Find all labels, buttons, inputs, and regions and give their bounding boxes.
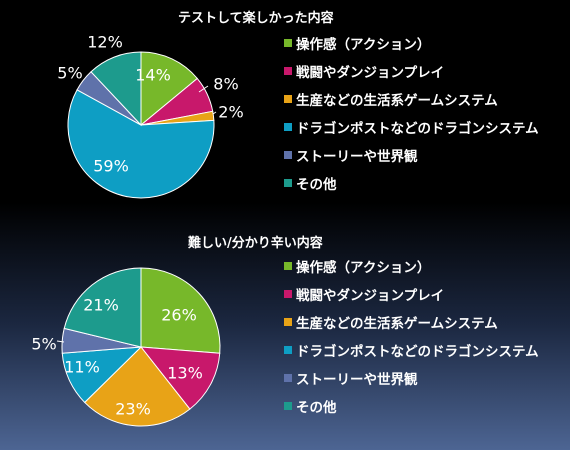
pie-slice-battle [139, 346, 221, 410]
chart-1-pie: 14% 8% 2% 59% 5% 12% [57, 33, 244, 199]
leader-line-battle [198, 85, 209, 93]
legend-item-dragon: ドラゴンポストなどのドラゴンシステム [284, 336, 539, 364]
pie-slice-crafting [83, 346, 191, 427]
leader-line-crafting [212, 111, 217, 115]
legend-label-crafting: 生産などの生活系ゲームシステム [296, 93, 498, 109]
data-label-action: 26% [161, 306, 197, 325]
legend-label-other: その他 [296, 177, 337, 193]
chart-2-legend: 操作感（アクション） 戦闘やダンジョンプレイ生産などの生活系ゲームシステムドラゴン… [284, 252, 539, 420]
legend-item-other: その他 [284, 392, 539, 420]
legend-item-story: ストーリーや世界観 [284, 141, 539, 169]
legend-swatch-action [284, 39, 292, 47]
pie-slice-other [63, 267, 142, 348]
legend-label-crafting: 生産などの生活系ゲームシステム [296, 316, 498, 332]
legend-item-action: 操作感（アクション） [284, 252, 539, 280]
data-label-battle: 8% [213, 75, 238, 94]
legend-item-other: その他 [284, 169, 539, 197]
legend-item-story: ストーリーや世界観 [284, 364, 539, 392]
legend-swatch-crafting [284, 318, 292, 326]
legend-label-story: ストーリーや世界観 [296, 372, 418, 388]
legend-label-battle: 戦闘やダンジョンプレイ [296, 65, 445, 81]
legend-label-action: 操作感（アクション） [296, 37, 431, 53]
legend-swatch-action [284, 262, 292, 270]
legend-swatch-dragon [284, 123, 292, 131]
data-label-battle: 13% [167, 364, 203, 383]
legend-item-battle: 戦闘やダンジョンプレイ [284, 57, 539, 85]
legend-item-action: 操作感（アクション） [284, 29, 539, 57]
legend-swatch-battle [284, 67, 292, 75]
chart-1-title: テストして楽しかった内容 [178, 11, 334, 26]
legend-swatch-story [284, 151, 292, 159]
pie-slice-action [140, 51, 198, 127]
legend-item-crafting: 生産などの生活系ゲームシステム [284, 85, 539, 113]
pie-slice-other [90, 51, 142, 127]
data-label-other: 21% [83, 296, 119, 315]
legend-swatch-other [284, 179, 292, 187]
chart-2-title: 難しい/分かり辛い内容 [188, 236, 323, 251]
legend-label-story: ストーリーや世界観 [296, 149, 418, 165]
leader-line-story [56, 340, 65, 343]
legend-swatch-other [284, 402, 292, 410]
legend-swatch-dragon [284, 346, 292, 354]
data-label-dragon: 11% [64, 358, 100, 377]
data-label-dragon: 59% [93, 157, 129, 176]
data-label-crafting: 2% [218, 103, 243, 122]
legend-swatch-crafting [284, 95, 292, 103]
data-label-story: 5% [57, 64, 82, 83]
chart-2-pie: 26% 13% 23% 11% 5% 21% [31, 267, 221, 427]
data-label-action: 14% [135, 66, 171, 85]
legend-item-battle: 戦闘やダンジョンプレイ [284, 280, 539, 308]
legend-swatch-battle [284, 290, 292, 298]
legend-label-battle: 戦闘やダンジョンプレイ [296, 288, 445, 304]
pie-slice-dragon [67, 89, 215, 199]
legend-item-crafting: 生産などの生活系ゲームシステム [284, 308, 539, 336]
legend-label-action: 操作感（アクション） [296, 260, 431, 276]
pie-slice-action [140, 267, 221, 354]
legend-label-dragon: ドラゴンポストなどのドラゴンシステム [296, 344, 539, 360]
legend-swatch-story [284, 374, 292, 382]
data-label-story: 5% [31, 335, 56, 354]
legend-label-dragon: ドラゴンポストなどのドラゴンシステム [296, 121, 539, 137]
legend-label-other: その他 [296, 400, 337, 416]
data-label-other: 12% [87, 33, 123, 52]
legend-item-dragon: ドラゴンポストなどのドラゴンシステム [284, 113, 539, 141]
chart-1-legend: 操作感（アクション） 戦闘やダンジョンプレイ生産などの生活系ゲームシステムドラゴン… [284, 29, 539, 197]
data-label-crafting: 23% [115, 400, 151, 419]
